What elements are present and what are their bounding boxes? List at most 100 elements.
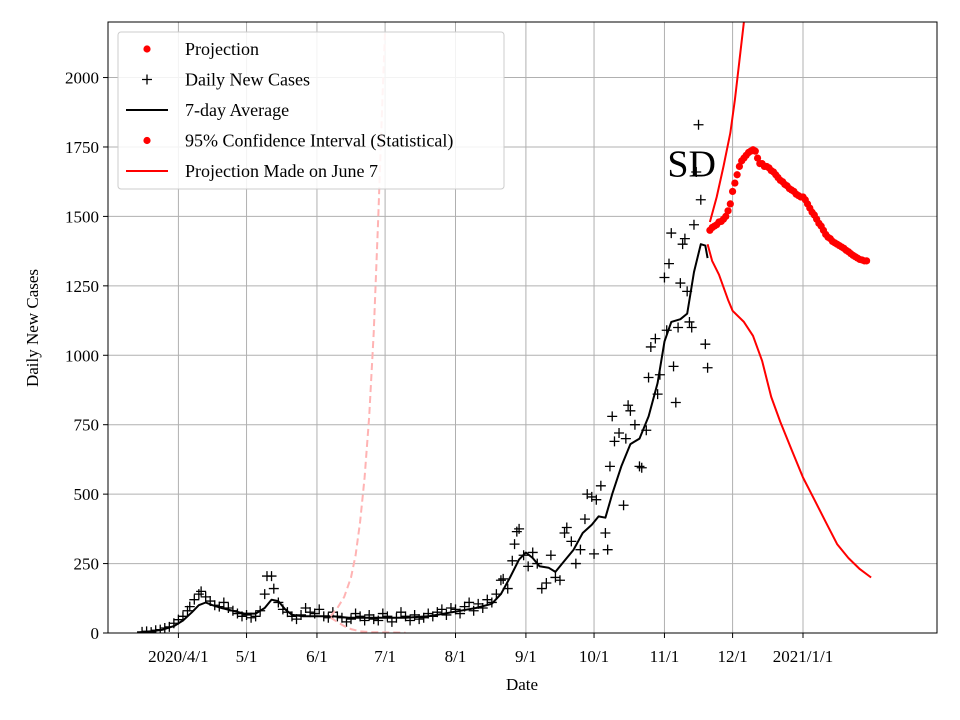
projection-point [751, 147, 759, 155]
plot-area [137, 22, 872, 633]
daily-new-cases-point [625, 405, 636, 416]
daily-new-cases-point [200, 591, 211, 602]
daily-new-cases-point [673, 322, 684, 333]
x-tick-label: 8/1 [445, 647, 467, 666]
daily-new-cases-point [675, 278, 686, 289]
daily-new-cases-point [400, 611, 411, 622]
projection-point [733, 171, 741, 179]
x-tick-label: 11/1 [650, 647, 680, 666]
95-confidence-interval-statistical-line [706, 243, 872, 579]
daily-new-cases-point [693, 119, 704, 130]
daily-new-cases-point [659, 272, 670, 283]
daily-new-cases-point [620, 433, 631, 444]
daily-new-cases-point [629, 419, 640, 430]
axis-ticks: 0 250 500 750 1000 1250 1500 1750 2000 2020/4/1 5/… [65, 69, 833, 666]
x-tick-label: 5/1 [236, 647, 258, 666]
y-tick-label: 500 [74, 485, 100, 504]
x-axis-label: Date [506, 675, 538, 694]
daily-new-cases-point [561, 522, 572, 533]
projection-point [753, 154, 762, 162]
daily-new-cases-point [266, 571, 277, 582]
daily-new-cases-point [196, 586, 207, 597]
daily-new-cases-point [595, 480, 606, 491]
legend: Projection Daily New Cases 7-day Average 95… [117, 31, 505, 190]
y-tick-label: 2000 [65, 69, 99, 88]
projection-made-on-june-7-line [329, 30, 387, 617]
legend-marker-plus [142, 74, 152, 85]
daily-new-cases-point [464, 597, 475, 608]
daily-new-cases-point [436, 604, 447, 615]
daily-new-cases-point [677, 239, 688, 250]
daily-new-cases-point [609, 436, 620, 447]
daily-new-cases-point [550, 572, 561, 583]
legend-label: Projection Made on June 7 [185, 161, 378, 181]
projection-point [731, 179, 739, 187]
daily-new-cases-point [536, 583, 547, 594]
daily-new-cases-point [495, 575, 506, 586]
daily-new-cases-point [700, 339, 711, 350]
daily-new-cases-point [602, 544, 613, 555]
daily-new-cases-point [193, 589, 204, 600]
daily-new-cases-point [523, 561, 534, 572]
daily-new-cases-point [368, 614, 379, 625]
daily-new-cases-point [182, 605, 193, 616]
daily-new-cases-point [498, 573, 509, 584]
daily-new-cases-point [579, 514, 590, 525]
daily-new-cases-point [600, 528, 611, 539]
daily-new-cases-point [643, 372, 654, 383]
daily-new-cases-point [300, 603, 311, 614]
95-confidence-interval-statistical-line [708, 22, 745, 223]
daily-new-cases-point [541, 578, 552, 589]
daily-new-cases-point [614, 428, 625, 439]
daily-new-cases-point [218, 597, 229, 608]
daily-new-cases-point [395, 607, 406, 618]
daily-new-cases-point [686, 322, 697, 333]
x-tick-label: 12/1 [717, 647, 747, 666]
projection-point [728, 187, 737, 196]
daily-new-cases-point [604, 461, 615, 472]
daily-new-cases-point [570, 558, 581, 569]
daily-new-cases-point [650, 333, 661, 344]
daily-new-cases-point [679, 233, 690, 244]
daily-new-cases-point [684, 316, 695, 327]
daily-new-cases-point [441, 609, 452, 620]
daily-new-cases-point [645, 341, 656, 352]
daily-new-cases-point [607, 411, 618, 422]
daily-new-cases-point [589, 548, 600, 559]
daily-new-cases-point [507, 555, 518, 566]
series-layer [137, 22, 872, 633]
projection-point [862, 257, 871, 265]
x-tick-label: 7/1 [374, 647, 396, 666]
daily-new-cases-point [688, 219, 699, 230]
daily-new-cases-point [559, 528, 570, 539]
y-tick-label: 1500 [65, 207, 99, 226]
daily-new-cases-point [445, 603, 456, 614]
daily-new-cases-point [575, 544, 586, 555]
daily-new-cases-point [268, 583, 279, 594]
daily-new-cases-point [355, 611, 366, 622]
y-tick-label: 1750 [65, 138, 99, 157]
daily-new-cases-point [582, 489, 593, 500]
annotation-sd: SD [667, 144, 716, 186]
x-tick-label: 2020/4/1 [148, 647, 208, 666]
daily-new-cases-point [450, 604, 461, 615]
daily-new-cases-point [545, 550, 556, 561]
legend-label: Projection [185, 39, 259, 59]
daily-new-cases-point [527, 547, 538, 558]
daily-new-cases-point [618, 500, 629, 511]
daily-new-cases-point [554, 575, 565, 586]
projection-point [724, 207, 732, 215]
daily-new-cases-point [382, 611, 393, 622]
daily-new-cases-point [346, 614, 357, 625]
daily-new-cases-point [634, 461, 645, 472]
x-tick-label: 9/1 [515, 647, 537, 666]
daily-new-cases-point [314, 604, 325, 615]
daily-new-cases-point [189, 594, 200, 605]
projection-point [735, 162, 744, 171]
daily-new-cases-point [414, 614, 425, 625]
y-axis-label: Daily New Cases [23, 269, 42, 387]
y-tick-label: 0 [91, 624, 100, 643]
projection-made-on-june-7-line [330, 616, 406, 633]
daily-new-cases-point [691, 166, 702, 177]
